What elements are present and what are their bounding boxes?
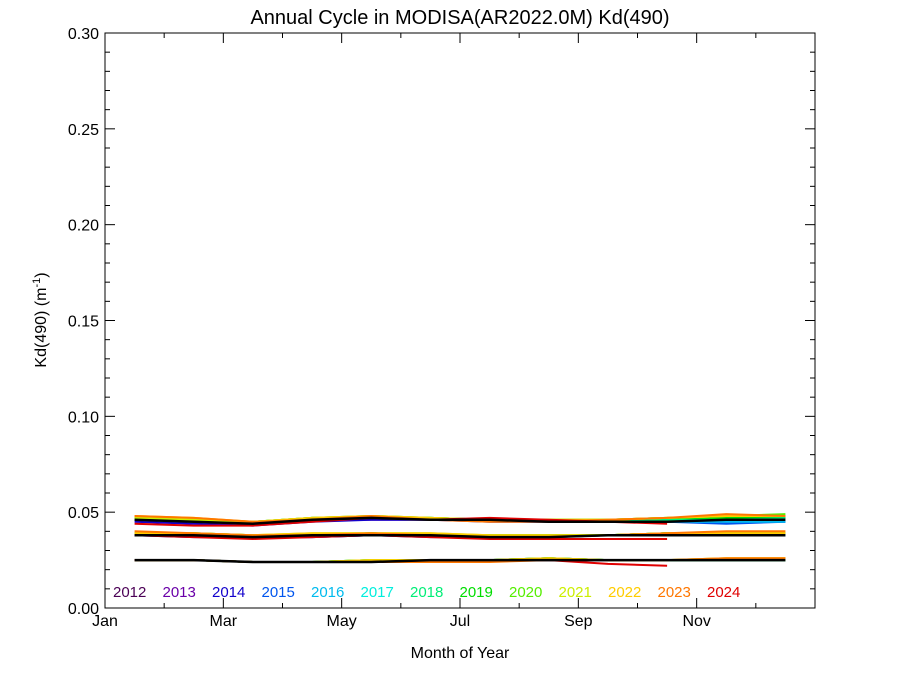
climatology-line-1 xyxy=(134,516,786,525)
legend-item-2022: 2022 xyxy=(608,584,641,601)
legend-item-2015: 2015 xyxy=(262,584,295,601)
legend-item-2024: 2024 xyxy=(707,584,740,601)
y-axis-label-superscript: -1 xyxy=(31,278,43,288)
y-tick-label: 0.25 xyxy=(68,122,99,139)
x-tick-label: May xyxy=(327,613,357,630)
y-tick-label: 0.30 xyxy=(68,26,99,43)
y-axis-label: Kd(490) (m-1) xyxy=(31,272,50,367)
y-tick-label: 0.00 xyxy=(68,601,99,618)
x-axis-label: Month of Year xyxy=(411,645,510,662)
x-tick-label: Nov xyxy=(682,613,710,630)
x-tick-label: Jul xyxy=(450,613,470,630)
axes: 0.00 0.05 0.10 0.15 0.20 0.25 0.30 Jan Mar May Jul… xyxy=(68,26,816,630)
legend-item-2014: 2014 xyxy=(212,584,245,601)
y-tick-label: 0.15 xyxy=(68,314,99,331)
legend-item-2019: 2019 xyxy=(460,584,493,601)
legend-item-2012: 2012 xyxy=(113,584,146,601)
x-tick-label: Mar xyxy=(210,613,238,630)
x-tick-label: Jan xyxy=(92,613,118,630)
plot-area xyxy=(134,513,786,567)
legend-item-2021: 2021 xyxy=(559,584,592,601)
legend-item-2018: 2018 xyxy=(410,584,443,601)
legend: 2012 2013 2014 2015 2016 2017 2018 2019 2020 2021… xyxy=(113,584,740,601)
chart-title: Annual Cycle in MODISA(AR2022.0M) Kd(490… xyxy=(250,7,669,29)
legend-item-2023: 2023 xyxy=(658,584,691,601)
y-axis-label-close: ) xyxy=(33,272,50,277)
y-tick-label: 0.05 xyxy=(68,505,99,522)
y-tick-label: 0.10 xyxy=(68,409,99,426)
legend-item-2017: 2017 xyxy=(361,584,394,601)
legend-item-2013: 2013 xyxy=(163,584,196,601)
legend-item-2016: 2016 xyxy=(311,584,344,601)
climatology-line-2 xyxy=(134,533,786,539)
y-axis-label-main: Kd(490) (m xyxy=(33,288,50,368)
legend-item-2020: 2020 xyxy=(509,584,542,601)
x-tick-label: Sep xyxy=(564,613,593,630)
y-tick-label: 0.20 xyxy=(68,218,99,235)
climatology-line-3 xyxy=(134,558,786,564)
